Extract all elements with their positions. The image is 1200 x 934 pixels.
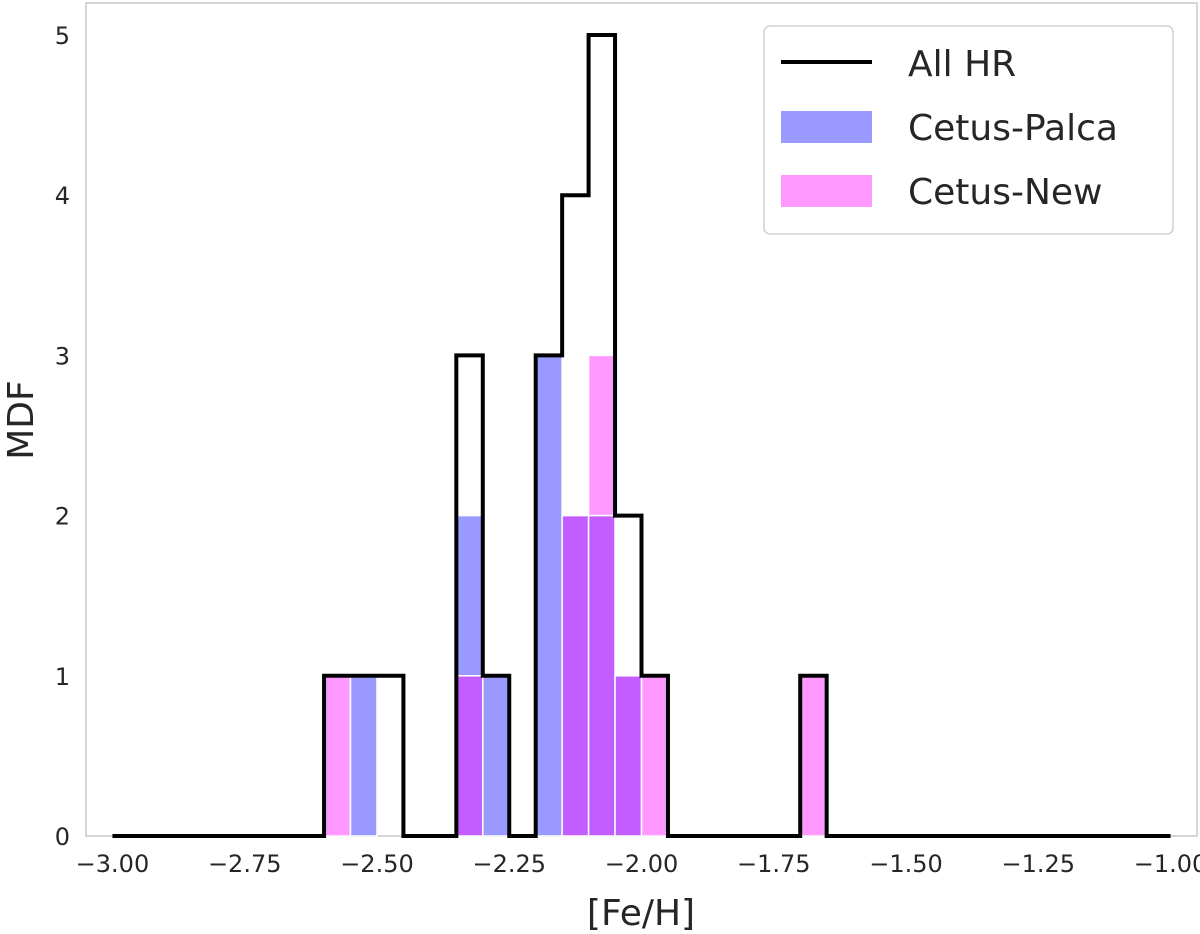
legend: All HR Cetus-Palca Cetus-New — [763, 25, 1174, 235]
y-tick-label: 4 — [55, 182, 70, 210]
cetus-palca-bar — [455, 514, 484, 677]
x-axis-label: [Fe/H] — [587, 893, 695, 934]
y-tick-label: 0 — [55, 823, 70, 851]
histogram-bars — [323, 354, 828, 837]
overlap-bar — [614, 675, 643, 837]
all-hr-step-outline — [112, 33, 1171, 838]
x-tick-label: −2.50 — [340, 850, 414, 878]
y-tick-label: 3 — [55, 342, 70, 370]
cetus-new-bar — [799, 675, 828, 837]
x-tick-label: −3.00 — [76, 850, 150, 878]
x-tick-label: −2.00 — [605, 850, 679, 878]
cetus-palca-bar — [349, 675, 378, 837]
overlap-bar — [587, 514, 616, 837]
cetus-new-bar — [323, 675, 352, 837]
legend-label-cetus-palca: Cetus-Palca — [908, 108, 1118, 149]
legend-swatch-cetus-new — [781, 175, 872, 207]
x-tick-label: −2.75 — [208, 850, 282, 878]
legend-swatch-cetus-palca — [781, 111, 872, 143]
legend-label-cetus-new: Cetus-New — [908, 172, 1102, 213]
overlap-bar — [455, 675, 484, 837]
all-hr-step-line — [112, 33, 1171, 838]
y-axis-tick-labels: 0 1 2 3 4 5 — [55, 22, 70, 851]
cetus-palca-bar — [534, 354, 563, 837]
x-axis-tick-labels: −3.00 −2.75 −2.50 −2.25 −2.00 −1.75 −1.50 −1.25… — [76, 850, 1200, 878]
x-tick-label: −1.50 — [869, 850, 943, 878]
y-tick-label: 1 — [55, 663, 70, 691]
x-tick-label: −2.25 — [472, 850, 546, 878]
cetus-new-bar — [640, 675, 669, 837]
cetus-new-bar — [587, 354, 616, 517]
y-axis-label: MDF — [1, 380, 42, 460]
legend-label-all-hr: All HR — [908, 44, 1016, 85]
y-tick-label: 2 — [55, 503, 70, 531]
y-tick-label: 5 — [55, 22, 70, 50]
x-tick-label: −1.00 — [1134, 850, 1200, 878]
cetus-palca-bar — [482, 675, 510, 837]
x-tick-label: −1.25 — [1002, 850, 1076, 878]
overlap-bar — [561, 514, 590, 837]
x-tick-label: −1.75 — [737, 850, 811, 878]
